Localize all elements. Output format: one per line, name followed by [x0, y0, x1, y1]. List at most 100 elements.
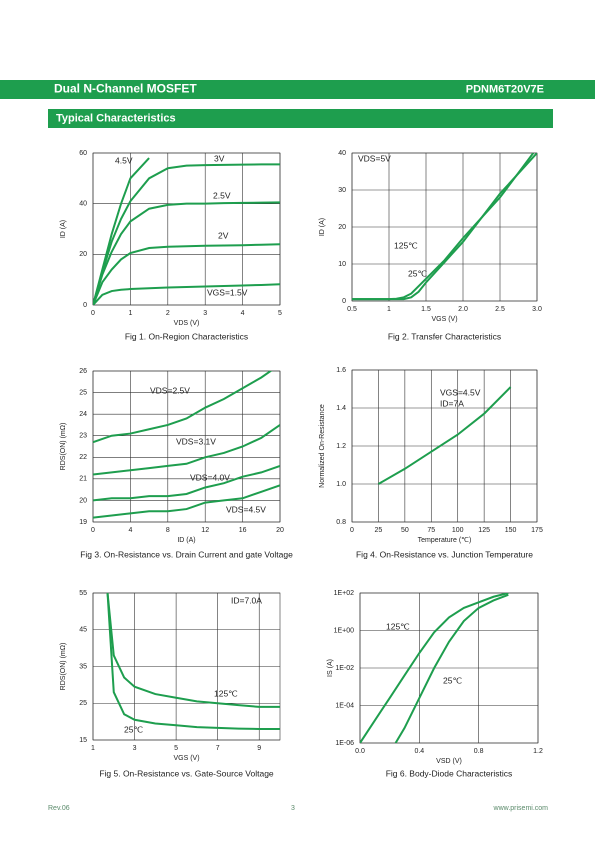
y-tick-label: 40 — [79, 201, 87, 208]
curve-label: 125℃ — [214, 688, 238, 698]
curve-label: 125℃ — [394, 240, 418, 250]
y-tick-label: 1.0 — [336, 481, 346, 488]
x-tick-label: 1 — [387, 306, 391, 313]
x-tick-label: 9 — [257, 745, 261, 752]
figure-caption: Fig 3. On-Resistance vs. Drain Current a… — [80, 549, 293, 559]
curve — [106, 593, 280, 708]
curve — [93, 424, 280, 476]
curve-label: 3V — [214, 153, 225, 163]
header-title: Dual N-Channel MOSFET — [54, 82, 197, 96]
annotation: VGS=4.5V — [440, 387, 481, 397]
x-axis-label: VGS (V) — [173, 755, 199, 762]
x-tick-label: 3 — [133, 745, 137, 752]
y-axis-label: RDS(ON) (mΩ) — [60, 643, 67, 691]
figure-caption: Fig 6. Body-Diode Characteristics — [386, 768, 513, 778]
curve-label: VDS=4.0V — [190, 472, 230, 482]
figure-caption: Fig 4. On-Resistance vs. Junction Temper… — [356, 549, 533, 559]
y-tick-label: 35 — [79, 663, 87, 670]
curve — [93, 283, 280, 305]
footer-site: www.prisemi.com — [493, 805, 549, 812]
x-tick-label: 4 — [128, 527, 132, 534]
footer-page: 3 — [291, 805, 295, 812]
x-tick-label: 175 — [531, 527, 543, 534]
x-tick-label: 2.0 — [458, 306, 468, 313]
y-tick-label: 1.2 — [336, 443, 346, 450]
x-tick-label: 100 — [452, 527, 464, 534]
figure-caption: Fig 5. On-Resistance vs. Gate-Source Vol… — [99, 768, 274, 778]
y-axis-label: ID (A) — [60, 220, 67, 238]
x-tick-label: 0 — [350, 527, 354, 534]
x-axis-label: VGS (V) — [431, 316, 457, 323]
y-tick-label: 1.6 — [336, 367, 346, 374]
curve-label: 25℃ — [443, 675, 462, 685]
y-tick-label: 20 — [79, 251, 87, 258]
curve — [93, 371, 273, 444]
x-tick-label: 12 — [201, 527, 209, 534]
curve — [93, 243, 280, 305]
y-tick-label: 0 — [342, 298, 346, 305]
curve-label: 25℃ — [408, 268, 427, 278]
curve-label: VDS=4.5V — [226, 504, 266, 514]
y-tick-label: 22 — [79, 454, 87, 461]
y-tick-label: 10 — [338, 261, 346, 268]
x-axis-label: ID (A) — [177, 537, 195, 544]
curve-label: 25℃ — [124, 724, 143, 734]
curve-label: 2V — [218, 230, 229, 240]
y-tick-label: 60 — [79, 150, 87, 157]
figure-caption: Fig 1. On-Region Characteristics — [125, 331, 248, 341]
y-axis-label: RDS(ON) (mΩ) — [60, 423, 67, 471]
y-tick-label: 23 — [79, 433, 87, 440]
y-tick-label: 30 — [338, 187, 346, 194]
x-axis-label: VDS (V) — [174, 320, 200, 327]
y-tick-label: 1E+02 — [334, 590, 355, 597]
x-tick-label: 1.5 — [421, 306, 431, 313]
x-tick-label: 2 — [166, 310, 170, 317]
y-tick-label: 40 — [338, 150, 346, 157]
x-tick-label: 1 — [128, 310, 132, 317]
header-bar — [0, 80, 595, 99]
y-tick-label: 1E+00 — [334, 627, 355, 634]
x-tick-label: 150 — [505, 527, 517, 534]
y-tick-label: 20 — [79, 497, 87, 504]
x-tick-label: 8 — [166, 527, 170, 534]
curve-label: VDS=3.1V — [176, 436, 216, 446]
y-tick-label: 1E-04 — [335, 702, 354, 709]
x-tick-label: 0.5 — [347, 306, 357, 313]
y-tick-label: 19 — [79, 519, 87, 526]
y-tick-label: 1E-02 — [335, 665, 354, 672]
y-tick-label: 1.4 — [336, 405, 346, 412]
header-part: PDNM6T20V7E — [466, 83, 544, 95]
y-tick-label: 1E-06 — [335, 740, 354, 747]
y-tick-label: 21 — [79, 476, 87, 483]
x-tick-label: 50 — [401, 527, 409, 534]
figure-caption: Fig 2. Transfer Characteristics — [388, 331, 501, 341]
y-tick-label: 0 — [83, 302, 87, 309]
curve — [394, 593, 509, 743]
y-axis-label: IS (A) — [327, 659, 334, 677]
x-tick-label: 75 — [427, 527, 435, 534]
y-tick-label: 26 — [79, 368, 87, 375]
curve — [352, 153, 537, 301]
x-tick-label: 25 — [375, 527, 383, 534]
y-tick-label: 45 — [79, 627, 87, 634]
curve — [93, 484, 280, 519]
x-tick-label: 0 — [91, 527, 95, 534]
x-axis-label: VSD (V) — [436, 758, 462, 765]
annotation: VDS=5V — [358, 153, 391, 163]
y-axis-label: ID (A) — [319, 218, 326, 236]
curve — [360, 593, 509, 743]
x-tick-label: 20 — [276, 527, 284, 534]
curve-label: VGS=1.5V — [207, 287, 248, 297]
x-tick-label: 4 — [241, 310, 245, 317]
annotation: ID=7.0A — [231, 595, 262, 605]
x-tick-label: 1.2 — [533, 748, 543, 755]
plot-frame — [92, 152, 281, 306]
x-tick-label: 2.5 — [495, 306, 505, 313]
x-tick-label: 5 — [174, 745, 178, 752]
curve — [352, 153, 535, 301]
x-tick-label: 16 — [239, 527, 247, 534]
curve-label: 2.5V — [213, 190, 231, 200]
y-tick-label: 25 — [79, 700, 87, 707]
x-tick-label: 1 — [91, 745, 95, 752]
